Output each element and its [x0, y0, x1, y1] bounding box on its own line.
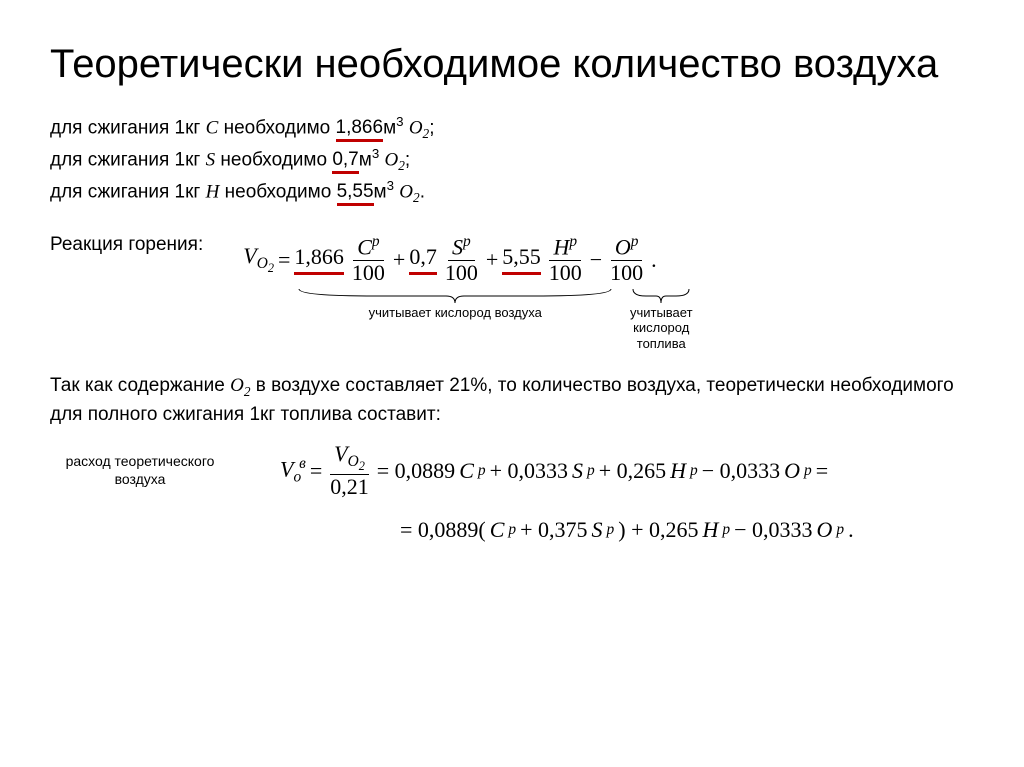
h: H	[670, 458, 686, 484]
brace-right-label2: кислород	[633, 320, 689, 336]
brace-right-label3: топлива	[637, 336, 686, 352]
req-line-2: для сжигания 1кг S необходимо 0,7м3 O2;	[50, 144, 974, 176]
num: V	[334, 441, 347, 466]
var-c: C	[206, 117, 219, 138]
t: = 0,0889	[377, 458, 455, 484]
t: − 0,0333	[702, 458, 780, 484]
text: необходимо	[215, 149, 332, 170]
s: S	[592, 517, 603, 543]
side-label-2: воздуха	[115, 471, 166, 487]
text: для сжигания 1кг	[50, 149, 206, 170]
p: p	[722, 521, 730, 539]
h: H	[702, 517, 718, 543]
text: для сжигания 1кг	[50, 181, 206, 202]
plus: +	[486, 247, 498, 273]
t: + 0,265	[599, 458, 666, 484]
sp: S	[452, 235, 463, 260]
p: p	[804, 462, 812, 480]
text: необходимо	[218, 117, 335, 138]
brace-left: учитывает кислород воздуха	[297, 287, 613, 352]
c: C	[490, 517, 505, 543]
side-label: расход теоретического воздуха	[50, 442, 230, 488]
brace-right-label1: учитывает	[630, 305, 693, 321]
coef-c: 1,866	[294, 244, 344, 275]
text: для сжигания 1кг	[50, 117, 206, 138]
req-line-1: для сжигания 1кг C необходимо 1,866м3 O2…	[50, 112, 974, 144]
dot: .	[848, 517, 854, 543]
eq: =	[278, 247, 290, 273]
unit: м	[374, 181, 387, 202]
coef-h: 5,55	[502, 244, 541, 275]
o2: O	[385, 149, 399, 170]
o: O	[784, 458, 800, 484]
o2: O	[399, 181, 413, 202]
den: 100	[441, 261, 482, 285]
o: O	[817, 517, 833, 543]
coef-s: 0,7	[409, 244, 437, 275]
t: = 0,0889(	[400, 517, 486, 543]
brace-left-label: учитывает кислород воздуха	[369, 305, 542, 321]
p: p	[607, 521, 615, 539]
den: 100	[606, 261, 647, 285]
t: + 0,0333	[490, 458, 568, 484]
p: p	[478, 462, 486, 480]
paragraph-21pct: Так как содержание O2 в воздухе составля…	[50, 372, 974, 430]
p: p	[508, 521, 516, 539]
formula-vo2: VO2 = 1,866 Cp100 + 0,7 Sp100 + 5,55 Hp1…	[243, 234, 691, 351]
op: O	[615, 235, 631, 260]
var-h: H	[206, 181, 220, 202]
p: p	[690, 462, 698, 480]
v: V	[243, 243, 256, 268]
v: V	[280, 456, 293, 481]
p: p	[836, 521, 844, 539]
c: C	[459, 458, 474, 484]
den: 100	[348, 261, 389, 285]
slide-title: Теоретически необходимое количество возд…	[50, 40, 974, 88]
t: =	[816, 458, 828, 484]
plus: +	[393, 247, 405, 273]
p: p	[587, 462, 595, 480]
cp: C	[357, 235, 372, 260]
val-h: 5,55	[337, 181, 374, 206]
minus: −	[590, 247, 602, 273]
val-s: 0,7	[332, 149, 358, 174]
dot: .	[651, 247, 657, 273]
s: S	[572, 458, 583, 484]
t: ) + 0,265	[618, 517, 698, 543]
unit: м	[383, 117, 396, 138]
val-c: 1,866	[336, 117, 384, 142]
formula-vo-air: Voв = VO2 0,21 = 0,0889Cp + 0,0333Sp + 0…	[280, 442, 854, 543]
text: Так как содержание	[50, 375, 230, 396]
t: − 0,0333	[734, 517, 812, 543]
req-line-3: для сжигания 1кг H необходимо 5,55м3 O2.	[50, 176, 974, 208]
den: 0,21	[326, 475, 373, 499]
var-s: S	[206, 149, 216, 170]
text: необходимо	[219, 181, 336, 202]
den: 100	[545, 261, 586, 285]
side-label-1: расход теоретического	[66, 453, 215, 469]
o2: O	[230, 375, 244, 396]
o2: O	[409, 117, 423, 138]
brace-right: учитывает кислород топлива	[631, 287, 691, 352]
reaction-label: Реакция горения:	[50, 234, 203, 256]
t: + 0,375	[520, 517, 587, 543]
hp: H	[553, 235, 569, 260]
unit: м	[359, 149, 372, 170]
